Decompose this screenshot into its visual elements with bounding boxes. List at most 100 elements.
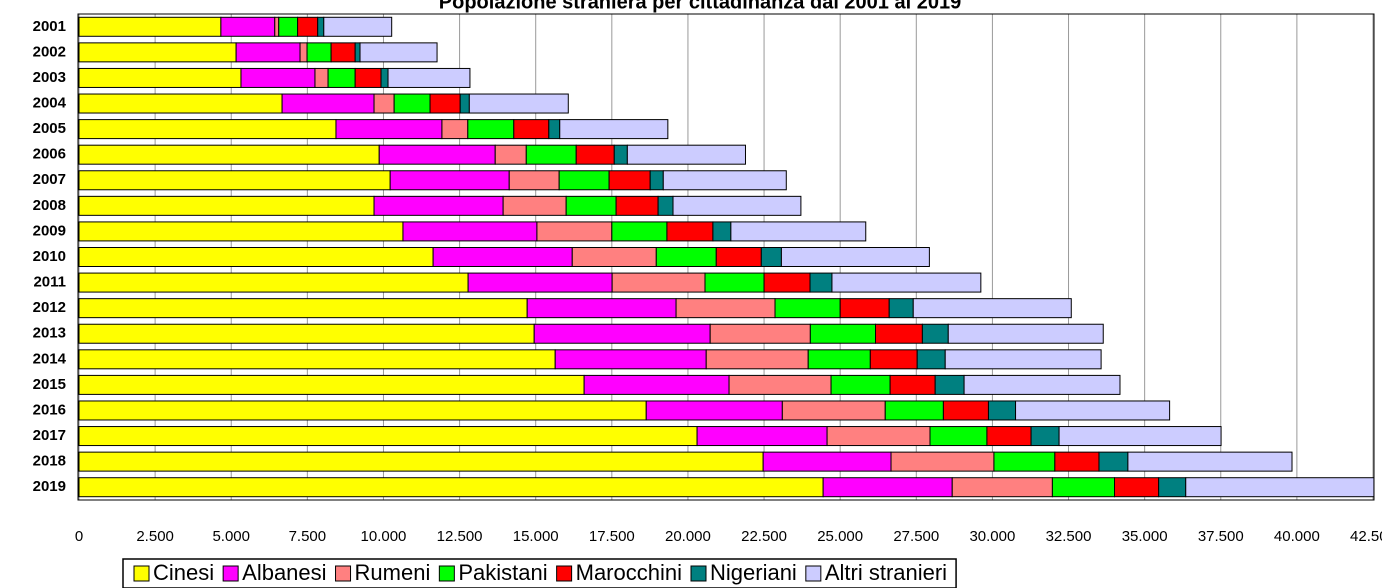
bar-segment	[774, 298, 841, 319]
bar-segment	[696, 426, 828, 447]
bar-segment	[657, 195, 674, 216]
y-tick-label: 2010	[33, 248, 66, 265]
x-tick-label: 40.000	[1274, 528, 1320, 545]
bar-segment	[78, 374, 585, 395]
bar-segment	[380, 67, 389, 88]
y-tick-label: 2011	[33, 274, 66, 291]
bar-segment	[575, 144, 615, 165]
x-tick-label: 22.500	[741, 528, 787, 545]
bar-segment	[728, 374, 832, 395]
y-tick-label: 2018	[33, 453, 66, 470]
plot-border	[77, 13, 1375, 501]
bar-segment	[672, 195, 802, 216]
y-tick-label: 2004	[33, 94, 67, 111]
bar-segment	[354, 67, 382, 88]
bar-segment	[675, 298, 776, 319]
y-tick-label: 2017	[33, 427, 66, 444]
bar-segment	[378, 144, 496, 165]
bar-segment	[807, 349, 871, 370]
bar-segment	[240, 67, 316, 88]
bar-segment	[432, 247, 573, 267]
bar-segment	[826, 426, 931, 447]
bar-segment	[494, 144, 527, 165]
legend-swatch	[222, 565, 239, 582]
x-tick-label: 32.500	[1046, 528, 1092, 545]
bar-segment	[705, 349, 809, 370]
x-tick-label: 5.000	[212, 528, 250, 545]
bar-segment	[78, 221, 404, 242]
bar-segment	[354, 42, 361, 63]
y-tick-label: 2002	[33, 43, 66, 60]
y-tick-label: 2005	[33, 120, 66, 137]
bar-segment	[1114, 477, 1160, 498]
bar-segment	[78, 247, 434, 267]
bar-segment	[429, 93, 461, 114]
bar-segment	[963, 374, 1121, 395]
bar-segment	[809, 272, 833, 293]
bar-segment	[278, 16, 299, 37]
y-tick-label: 2013	[33, 325, 66, 342]
bar-segment	[916, 349, 946, 370]
bar-segment	[809, 323, 876, 344]
bar-segment	[613, 144, 628, 165]
bar-segment	[373, 93, 395, 114]
bar-segment	[274, 16, 280, 37]
y-tick-label: 2009	[33, 222, 66, 239]
bar-segment	[780, 247, 930, 267]
bar-segment	[78, 93, 283, 114]
bar-segment	[942, 400, 989, 421]
bar-segment	[874, 323, 923, 344]
bar-segment	[559, 119, 669, 140]
bar-segment	[78, 272, 469, 293]
bar-segment	[888, 298, 914, 319]
bar-segment	[1054, 451, 1100, 472]
bar-segment	[762, 451, 892, 472]
bar-segment	[335, 119, 443, 140]
bar-segment	[327, 67, 356, 88]
bar-segment	[884, 400, 944, 421]
bar-segment	[890, 451, 995, 472]
bar-segment	[944, 349, 1102, 370]
bar-segment	[921, 323, 949, 344]
bar-segment	[554, 349, 707, 370]
legend-swatch	[690, 565, 707, 582]
bar-segment	[649, 170, 664, 191]
x-tick-label: 37.500	[1198, 528, 1244, 545]
y-tick-label: 2003	[33, 69, 66, 86]
legend-label: Cinesi	[153, 560, 214, 585]
x-tick-label: 35.000	[1122, 528, 1168, 545]
bar-segment	[608, 170, 651, 191]
bar-segment	[1158, 477, 1187, 498]
bar-segment	[78, 144, 380, 165]
bar-segment	[389, 170, 510, 191]
bar-segment	[467, 119, 515, 140]
bar-segment	[467, 272, 613, 293]
bar-segment	[359, 42, 438, 63]
legend-swatch	[438, 565, 455, 582]
y-tick-label: 2019	[33, 478, 66, 495]
y-tick-label: 2016	[33, 401, 66, 418]
bar-segment	[558, 170, 610, 191]
bar-segment	[297, 16, 319, 37]
bar-segment	[78, 42, 237, 63]
bar-segment	[78, 426, 698, 447]
x-tick-label: 10.000	[361, 528, 407, 545]
bar-segment	[565, 195, 617, 216]
bar-segment	[1058, 426, 1222, 447]
bar-segment	[666, 221, 714, 242]
bar-segment	[459, 93, 470, 114]
bar-segment	[78, 119, 337, 140]
x-tick-label: 25.000	[817, 528, 863, 545]
x-tick-label: 27.500	[893, 528, 939, 545]
bar-segment	[704, 272, 765, 293]
bar-segment	[533, 323, 711, 344]
y-tick-label: 2007	[33, 171, 66, 188]
bar-segment	[831, 272, 982, 293]
y-tick-label: 2006	[33, 146, 66, 163]
bar-segment	[78, 16, 222, 37]
bar-segment	[314, 67, 329, 88]
bar-segment	[822, 477, 953, 498]
bar-segment	[781, 400, 886, 421]
bar-segment	[78, 195, 375, 216]
bar-segment	[1127, 451, 1293, 472]
